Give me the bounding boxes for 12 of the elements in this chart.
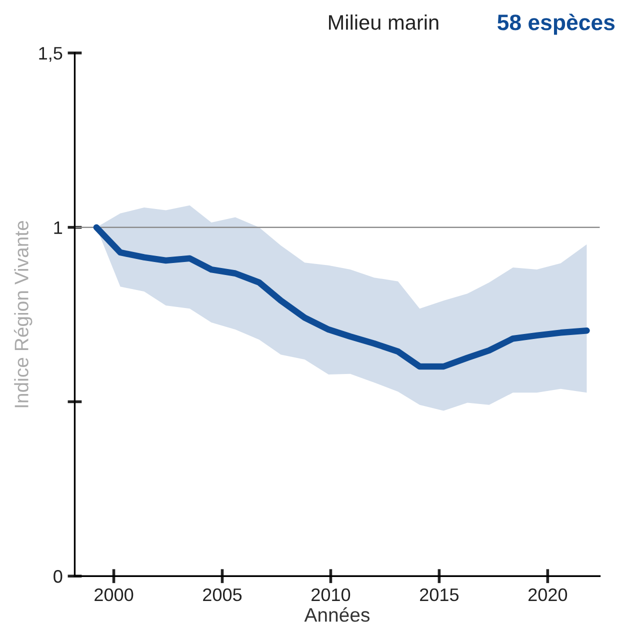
- x-tick-label: 2010: [312, 588, 350, 602]
- x-tick-label: 2020: [528, 588, 568, 602]
- y-tick-label: 1: [54, 221, 62, 234]
- x-tick-label: 2015: [420, 588, 459, 602]
- y-axis-title: Indice Région Vivante: [14, 220, 32, 408]
- chart-subtitle: 58 espèces: [498, 14, 615, 35]
- chart-title: Milieu marin: [329, 14, 438, 30]
- x-tick-label: 2000: [94, 588, 134, 602]
- y-tick-label: 1,5: [39, 47, 62, 62]
- x-tick-label: 2005: [203, 588, 242, 602]
- x-axis-title: Années: [304, 607, 370, 622]
- y-tick-label: 0: [54, 570, 62, 583]
